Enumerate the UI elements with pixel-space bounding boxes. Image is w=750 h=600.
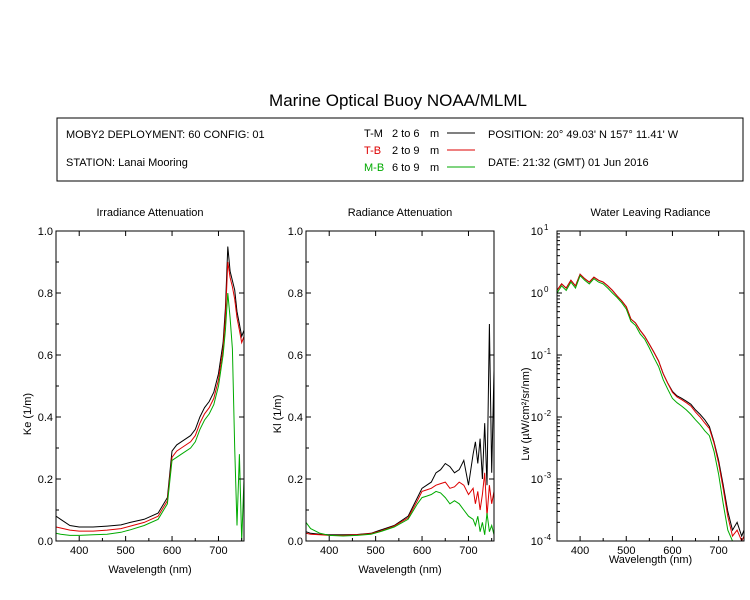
y-tick-label: 10 -4 bbox=[531, 533, 552, 548]
y-tick-label: 10 -2 bbox=[531, 409, 552, 424]
panel-title: Irradiance Attenuation bbox=[96, 207, 203, 219]
legend-range: 2 to 6 bbox=[392, 128, 420, 140]
position-text: POSITION: 20° 49.03' N 157° 11.41' W bbox=[488, 129, 679, 141]
x-tick-label: 600 bbox=[663, 545, 681, 557]
series-line-m-b bbox=[56, 292, 244, 541]
y-axis-label: Lw (µW/cm²/sr/nm) bbox=[520, 367, 532, 460]
y-tick-exponent: -2 bbox=[544, 409, 552, 418]
chart-panels: Irradiance Attenuation 400 500 600 700 0.0 0.2… bbox=[22, 207, 745, 576]
series-line-t-b bbox=[557, 273, 744, 541]
y-tick-label: 0.8 bbox=[38, 288, 53, 300]
y-tick-label: 0.6 bbox=[38, 350, 53, 362]
y-tick-label: 0.2 bbox=[288, 474, 303, 486]
legend-code: T-B bbox=[364, 145, 381, 157]
series-line-t-m bbox=[56, 246, 244, 528]
y-axis-label: Ke (1/m) bbox=[22, 393, 34, 435]
y-tick-exponent: 1 bbox=[544, 223, 549, 232]
y-tick-base: 10 bbox=[531, 288, 543, 300]
x-tick-label: 400 bbox=[571, 545, 589, 557]
y-tick-exponent: 0 bbox=[544, 285, 549, 294]
legend-entry-t-b: T-B 2 to 9 m bbox=[364, 145, 475, 157]
y-tick-base: 10 bbox=[531, 350, 543, 362]
x-tick-label: 600 bbox=[163, 545, 181, 557]
legend-entry-m-b: M-B 6 to 9 m bbox=[364, 162, 475, 174]
y-tick-exponent: -3 bbox=[544, 471, 552, 480]
x-tick-label: 700 bbox=[209, 545, 227, 557]
legend-entry-t-m: T-M 2 to 6 m bbox=[364, 128, 475, 140]
x-tick-label: 700 bbox=[459, 545, 477, 557]
series-line-m-b bbox=[306, 490, 494, 537]
y-tick-base: 10 bbox=[531, 536, 543, 548]
x-tick-label: 700 bbox=[709, 545, 727, 557]
x-tick-label: 400 bbox=[320, 545, 338, 557]
y-tick-label: 0.4 bbox=[38, 412, 53, 424]
legend-unit: m bbox=[430, 145, 439, 157]
x-tick-label: 500 bbox=[617, 545, 635, 557]
plot-frame bbox=[556, 230, 745, 542]
y-tick-label: 0.8 bbox=[288, 288, 303, 300]
chart-panel-2: Radiance Attenuation 400 500 600 700 0.0 0.2 0.… bbox=[272, 207, 495, 576]
y-tick-label: 0.0 bbox=[38, 536, 53, 548]
legend-code: T-M bbox=[364, 128, 383, 140]
series-line-t-b bbox=[56, 261, 244, 532]
x-tick-label: 400 bbox=[70, 545, 88, 557]
series-line-m-b bbox=[557, 274, 744, 541]
y-tick-label: 0.6 bbox=[288, 350, 303, 362]
x-tick-label: 600 bbox=[413, 545, 431, 557]
station-text: STATION: Lanai Mooring bbox=[66, 157, 188, 169]
y-tick-label: 10 1 bbox=[531, 223, 549, 238]
y-tick-base: 10 bbox=[531, 412, 543, 424]
panel-title: Water Leaving Radiance bbox=[590, 207, 710, 219]
legend-unit: m bbox=[430, 162, 439, 174]
y-tick-base: 10 bbox=[531, 474, 543, 486]
date-text: DATE: 21:32 (GMT) 01 Jun 2016 bbox=[488, 157, 649, 169]
legend-code: M-B bbox=[364, 162, 384, 174]
y-tick-label: 0.4 bbox=[288, 412, 303, 424]
chart-panel-1: Irradiance Attenuation 400 500 600 700 0.0 0.2… bbox=[22, 207, 245, 576]
legend-range: 2 to 9 bbox=[392, 145, 420, 157]
x-axis-label: Wavelength (nm) bbox=[108, 564, 191, 576]
y-tick-label: 1.0 bbox=[38, 226, 53, 238]
x-tick-label: 500 bbox=[116, 545, 134, 557]
y-tick-label: 0.2 bbox=[38, 474, 53, 486]
legend-range: 6 to 9 bbox=[392, 162, 420, 174]
x-tick-label: 500 bbox=[366, 545, 384, 557]
figure-title: Marine Optical Buoy NOAA/MLML bbox=[269, 91, 527, 110]
info-box: MOBY2 DEPLOYMENT: 60 CONFIG: 01 STATION:… bbox=[56, 117, 744, 182]
deployment-text: MOBY2 DEPLOYMENT: 60 CONFIG: 01 bbox=[66, 129, 265, 141]
y-tick-label: 10 -1 bbox=[531, 347, 552, 362]
y-tick-label: 10 -3 bbox=[531, 471, 552, 486]
y-tick-label: 0.0 bbox=[288, 536, 303, 548]
y-tick-exponent: -4 bbox=[544, 533, 552, 542]
legend-unit: m bbox=[430, 128, 439, 140]
x-axis-label: Wavelength (nm) bbox=[358, 564, 441, 576]
series-line-t-b bbox=[306, 472, 494, 536]
y-tick-base: 10 bbox=[531, 226, 543, 238]
y-tick-label: 1.0 bbox=[288, 226, 303, 238]
x-axis-label: Wavelength (nm) bbox=[609, 554, 692, 566]
y-tick-exponent: -1 bbox=[544, 347, 552, 356]
legend: T-M 2 to 6 m T-B 2 to 9 m M-B 6 to 9 m bbox=[364, 128, 475, 174]
y-tick-label: 10 0 bbox=[531, 285, 549, 300]
panel-title: Radiance Attenuation bbox=[348, 207, 453, 219]
y-axis-label: Kl (1/m) bbox=[272, 395, 284, 434]
